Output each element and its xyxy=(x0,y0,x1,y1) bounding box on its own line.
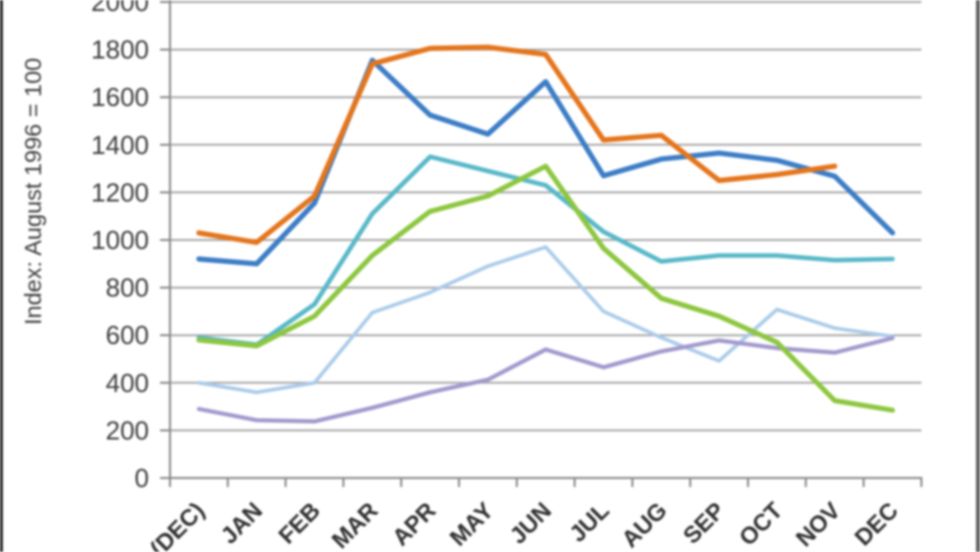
svg-text:200: 200 xyxy=(106,415,149,445)
svg-text:1200: 1200 xyxy=(91,177,149,207)
svg-text:400: 400 xyxy=(106,368,149,398)
svg-text:1800: 1800 xyxy=(91,35,149,65)
svg-text:600: 600 xyxy=(106,320,149,350)
svg-text:Index: August 1996 = 100: Index: August 1996 = 100 xyxy=(20,58,46,325)
svg-text:2000: 2000 xyxy=(91,0,149,17)
svg-text:800: 800 xyxy=(106,273,149,303)
svg-text:1600: 1600 xyxy=(91,82,149,112)
svg-text:0: 0 xyxy=(135,463,149,493)
svg-text:1000: 1000 xyxy=(91,225,149,255)
svg-text:1400: 1400 xyxy=(91,130,149,160)
